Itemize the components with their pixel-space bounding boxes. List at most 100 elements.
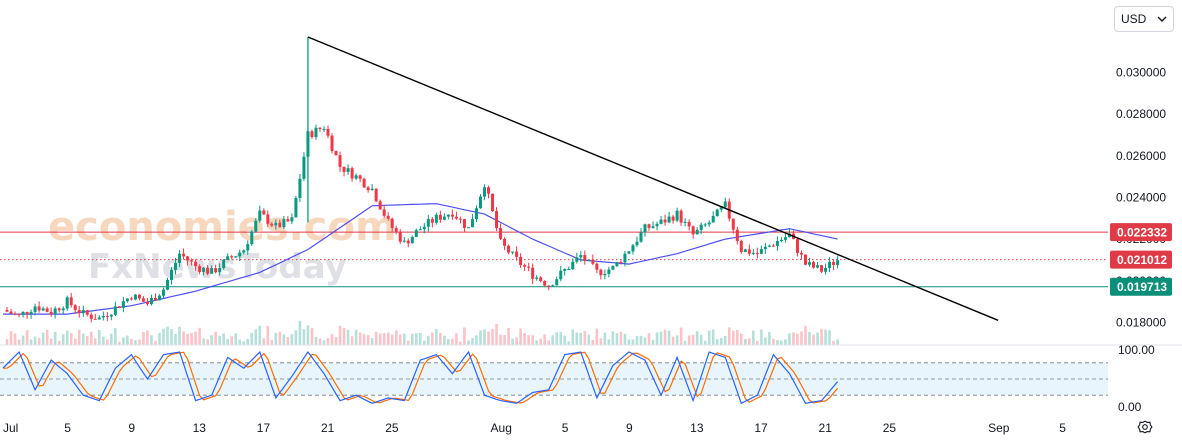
volume-bar: [346, 329, 350, 345]
candle-body: [663, 219, 667, 223]
candle-body: [113, 306, 117, 315]
candle-body: [643, 224, 647, 233]
candle-body: [178, 253, 182, 263]
candle-body: [210, 268, 214, 274]
volume-bar: [543, 334, 546, 345]
volume-bar: [226, 338, 229, 345]
candle-body: [816, 265, 820, 268]
time-tick-label: Aug: [491, 421, 512, 435]
candle-body: [13, 313, 17, 315]
candle-body: [775, 241, 779, 246]
candle-body: [828, 261, 832, 268]
volume-bar: [222, 333, 225, 345]
candle-body: [374, 188, 378, 202]
volume-bar: [607, 339, 611, 345]
candle-body: [515, 251, 519, 257]
volume-bar: [579, 332, 583, 345]
volume-bar: [218, 335, 221, 345]
candle-body: [771, 245, 775, 247]
volume-bar: [238, 339, 242, 345]
candle-body: [382, 209, 386, 216]
volume-bar: [9, 331, 13, 345]
candle-body: [575, 257, 579, 262]
candle-body: [170, 269, 174, 280]
volume-bar: [270, 340, 274, 345]
volume-bar: [134, 340, 137, 345]
volume-bar: [85, 336, 89, 345]
trendline[interactable]: [307, 36, 999, 321]
candle-body: [812, 262, 816, 268]
candle-body: [491, 193, 495, 212]
volume-bar: [366, 335, 370, 345]
volume-bar: [776, 340, 779, 345]
volume-bar: [535, 340, 538, 345]
volume-bar: [41, 332, 45, 345]
candle-body: [338, 155, 342, 167]
candle-body: [162, 289, 165, 296]
volume-bar: [523, 333, 526, 345]
candle-body: [390, 218, 394, 228]
candle-body: [487, 187, 491, 194]
volume-bar: [166, 326, 169, 345]
volume-bar: [635, 336, 639, 345]
volume-bar: [487, 331, 490, 345]
price-tick-label: 0.030000: [1116, 65, 1166, 79]
volume-bar: [13, 333, 17, 345]
volume-bar: [314, 337, 318, 345]
candle-body: [523, 265, 527, 267]
price-levels: [0, 231, 1108, 288]
candle-body: [434, 214, 438, 223]
volume-bar: [627, 339, 631, 345]
volume-bar: [142, 331, 145, 345]
volume-bar: [182, 331, 185, 345]
candle-body: [804, 254, 807, 265]
volume-bar: [266, 326, 270, 345]
candle-body: [141, 298, 145, 302]
candle-body: [121, 301, 125, 308]
candle-body: [607, 269, 611, 274]
volume-bar: [294, 330, 298, 345]
candle-body: [759, 249, 763, 254]
candle-body: [627, 251, 631, 254]
volume-bar: [515, 337, 518, 345]
volume-bar: [595, 328, 599, 345]
candlesticks: [5, 37, 840, 323]
time-tick-label: 5: [562, 421, 569, 435]
candle-body: [270, 223, 274, 226]
time-tick-label: 17: [257, 421, 271, 435]
time-tick-label: 5: [1059, 421, 1066, 435]
volume-bar: [210, 335, 213, 345]
candle-body: [109, 314, 113, 317]
gear-icon[interactable]: [1137, 419, 1153, 435]
volume-bar: [162, 328, 165, 345]
candle-body: [483, 187, 486, 197]
volume-bar: [302, 329, 306, 345]
candle-body: [65, 297, 69, 309]
volume-bar: [410, 333, 414, 345]
time-tick-label: 21: [819, 421, 833, 435]
volume-bar: [675, 335, 679, 345]
candle-body: [57, 308, 61, 311]
volume-bar: [780, 340, 783, 345]
volume-bar: [286, 337, 290, 345]
volume-bar: [808, 332, 811, 345]
currency-selector[interactable]: USD: [1114, 6, 1174, 32]
candle-body: [89, 314, 93, 319]
volume-bar: [671, 336, 675, 345]
volume-bar: [334, 336, 338, 345]
volume-bar: [350, 336, 354, 345]
candle-body: [282, 219, 286, 228]
candle-body: [651, 226, 655, 228]
volume-bar: [659, 331, 663, 345]
volume-bar: [647, 333, 651, 345]
volume-bar: [202, 338, 205, 345]
candle-body: [234, 256, 238, 258]
candle-body: [619, 261, 623, 263]
volume-bar: [198, 327, 201, 345]
time-tick-label: 21: [321, 421, 335, 435]
candle-body: [322, 128, 326, 130]
candle-body: [366, 187, 370, 191]
candle-body: [731, 218, 735, 230]
volume-bar: [29, 339, 33, 345]
